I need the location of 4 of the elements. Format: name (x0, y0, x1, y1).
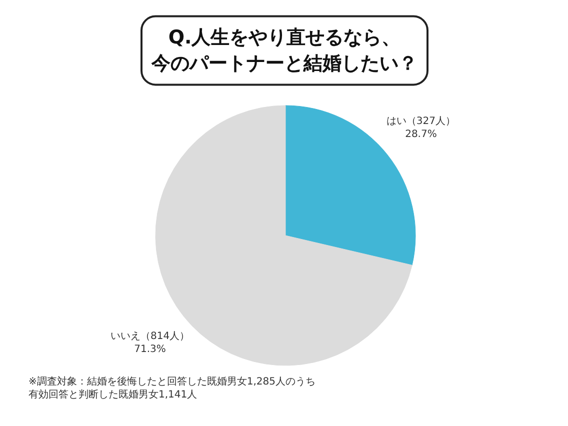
slice-label: いいえ（814人） 71.3% (110, 330, 190, 356)
slice-label: はい（327人） 28.7% (386, 116, 456, 140)
text: ※調査対象：結婚を後悔したと回答した既婚男女1,285人のうち有効回答と判断した既婚男女1,141人 (28, 375, 316, 401)
chart-title: Q.人生をやり直せるなら、今のパートナーと結婚したい？ (150, 26, 418, 75)
